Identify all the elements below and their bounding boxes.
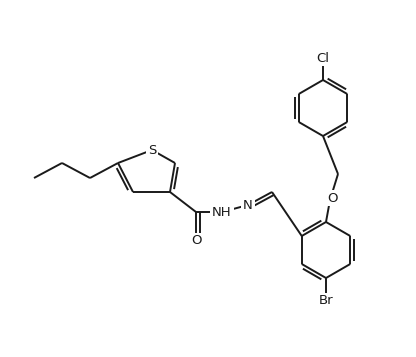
Text: Cl: Cl xyxy=(317,51,329,65)
Text: Br: Br xyxy=(319,295,333,307)
Text: NH: NH xyxy=(212,206,232,218)
Text: O: O xyxy=(327,191,337,205)
Text: O: O xyxy=(191,235,201,247)
Text: S: S xyxy=(148,144,156,156)
Text: N: N xyxy=(243,198,253,211)
